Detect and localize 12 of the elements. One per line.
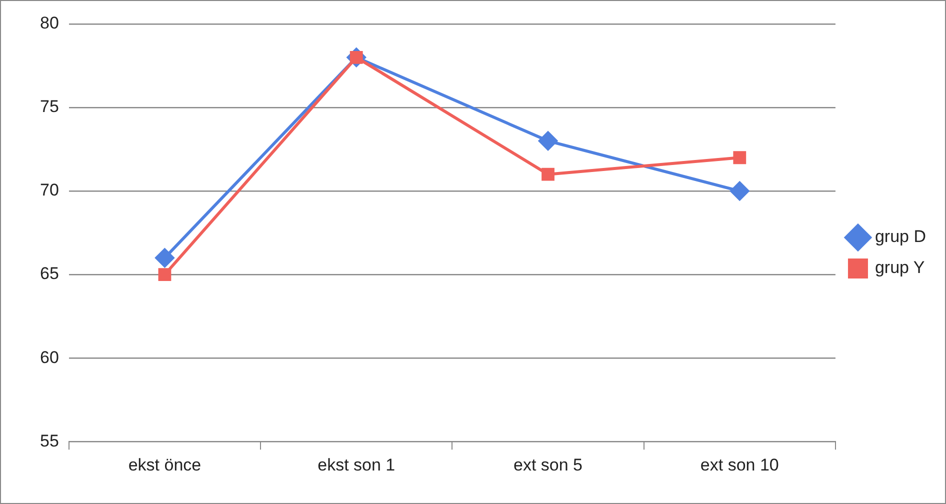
x-tick-label: ekst önce [128,455,202,474]
y-tick-label: 60 [40,348,59,367]
legend-label: grup D [874,227,926,246]
y-tick-label: 75 [40,97,59,116]
y-tick-label: 80 [40,14,59,33]
y-tick-label: 65 [40,264,59,284]
legend-label: grup Y [874,258,925,278]
x-tick-label: ekst son 1 [318,455,396,474]
x-tick-label: ext son 10 [700,455,779,474]
y-tick-label: 70 [40,180,59,200]
y-tick-label: 55 [40,431,59,450]
x-tick-label: ext son 5 [514,455,583,474]
